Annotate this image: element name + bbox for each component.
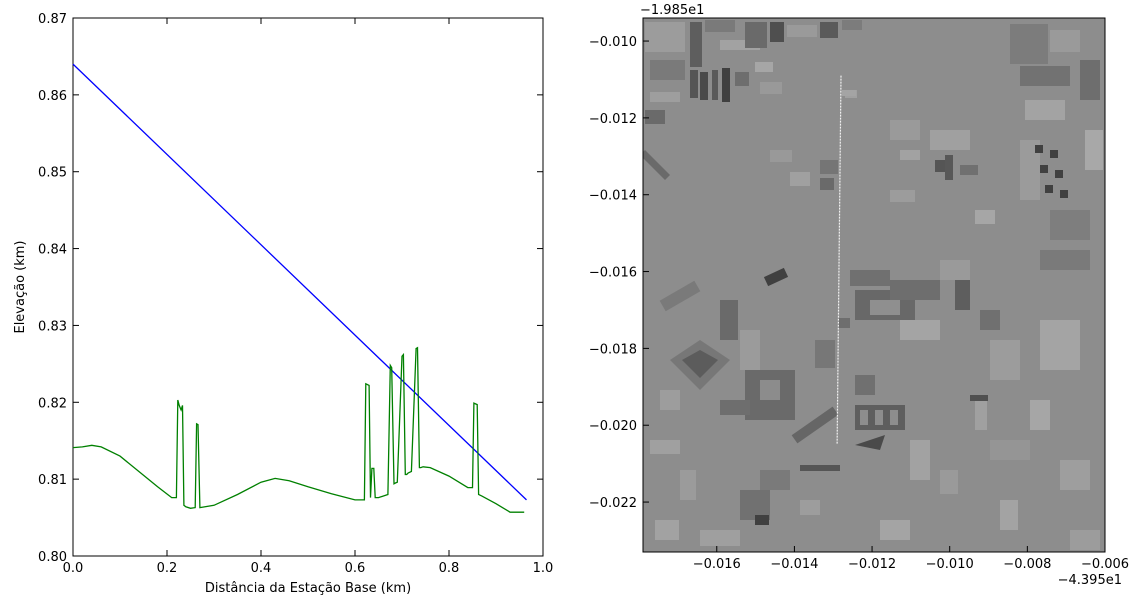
elevation-x-tick-label: 0.4 [251, 561, 272, 576]
elevation-y-ticks: 0.80 0.81 0.82 0.83 0.84 0.85 0.86 0.87 [38, 12, 543, 565]
building-footprints [643, 20, 1103, 550]
elevation-y-tick-label: 0.85 [38, 166, 67, 181]
elevation-y-tick-label: 0.87 [38, 12, 67, 27]
map-x-tick-label: −0.010 [926, 557, 974, 572]
map-y-tick-label: −0.010 [589, 35, 637, 50]
elevation-y-tick-label: 0.84 [38, 243, 67, 258]
map-y-tick-label: −0.014 [589, 189, 637, 204]
map-y-tick-label: −0.020 [589, 419, 637, 434]
elevation-y-tick-label: 0.82 [38, 396, 67, 411]
elevation-x-ticks: 0.0 0.2 0.4 0.6 0.8 1.0 [63, 18, 554, 576]
elevation-x-tick-label: 0.0 [63, 561, 84, 576]
elevation-x-tick-label: 0.6 [345, 561, 366, 576]
elevation-x-tick-label: 0.2 [157, 561, 178, 576]
raster-map-chart: −0.016 −0.014 −0.012 −0.010 −0.008 −0.006 −0.… [589, 3, 1129, 588]
map-y-tick-label: −0.018 [589, 342, 637, 357]
building-cluster-center-north [643, 90, 995, 224]
elevation-chart: 0.0 0.2 0.4 0.6 0.8 1.0 0.800.810.820.830.840… [13, 12, 553, 596]
elevation-y-tick-label: 0.80 [38, 550, 67, 565]
elevation-y-tick-label: 0.81 [38, 473, 67, 488]
map-x-offset-label: −4.395e1 [1058, 573, 1122, 588]
map-y-tick-label: −0.016 [589, 266, 637, 281]
raster-map-frame [642, 17, 1106, 553]
map-x-tick-label: −0.016 [693, 557, 741, 572]
map-y-ticks: −0.010 −0.012 −0.014 −0.016 −0.018 −0.020 −0.0… [589, 35, 649, 511]
building-cluster-northeast [1010, 24, 1103, 240]
elevation-y-axis-label: Elevação (km) [13, 240, 28, 333]
building-cluster-northwest [645, 20, 862, 124]
building-cluster-center [659, 260, 1000, 420]
map-y-tick-label: −0.022 [589, 496, 637, 511]
elevation-series-line-1 [72, 63, 527, 501]
elevation-x-tick-label: 1.0 [533, 561, 554, 576]
map-x-tick-label: −0.006 [1081, 557, 1129, 572]
map-profile-path [836, 75, 842, 445]
elevation-series-line-2 [72, 346, 525, 513]
map-x-tick-label: −0.014 [770, 557, 818, 572]
elevation-plot-area [72, 63, 527, 513]
map-x-ticks: −0.016 −0.014 −0.012 −0.010 −0.008 −0.006 [693, 546, 1129, 572]
building-cluster-center-south [650, 250, 1100, 550]
elevation-x-tick-label: 0.8 [439, 561, 460, 576]
map-y-offset-label: −1.985e1 [640, 3, 704, 18]
map-y-tick-label: −0.012 [589, 112, 637, 127]
map-x-tick-label: −0.008 [1003, 557, 1051, 572]
elevation-x-axis-label: Distância da Estação Base (km) [205, 581, 411, 596]
elevation-y-tick-label: 0.83 [38, 319, 67, 334]
map-x-tick-label: −0.012 [848, 557, 896, 572]
elevation-y-tick-label: 0.86 [38, 89, 67, 104]
elevation-plot-frame [72, 17, 544, 557]
